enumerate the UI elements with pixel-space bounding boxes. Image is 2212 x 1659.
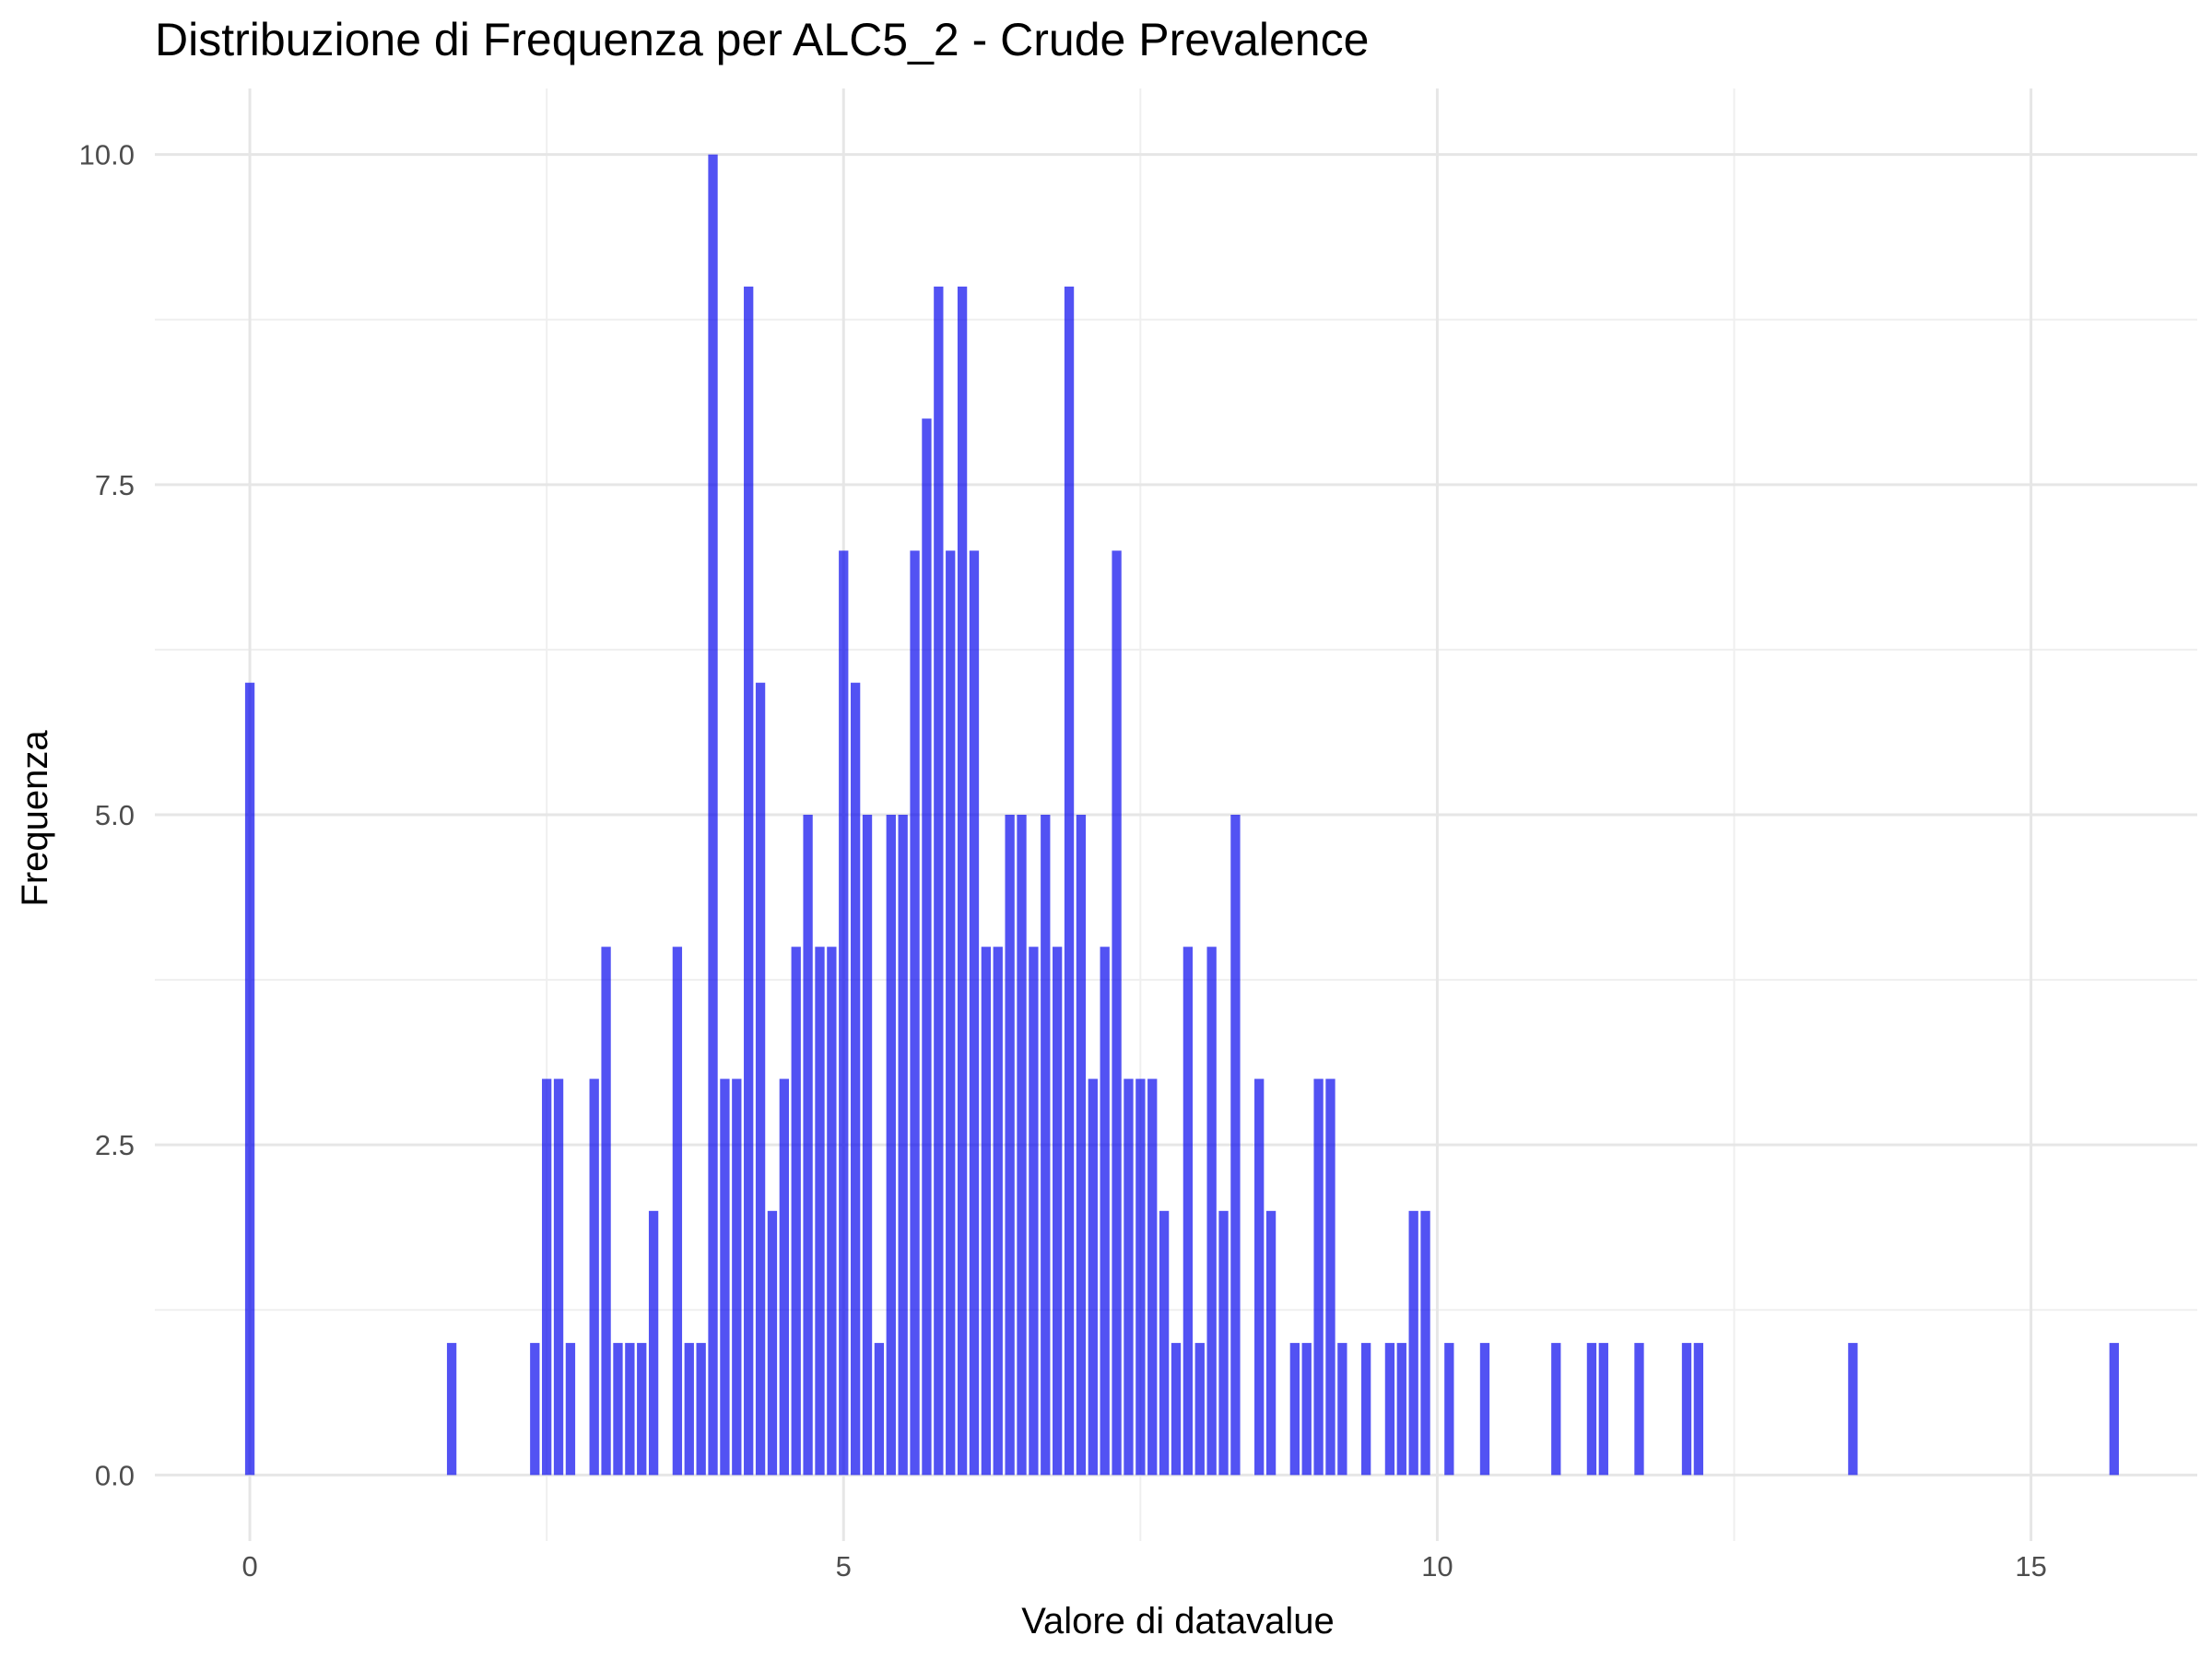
x-tick-label: 15 xyxy=(2015,1550,2046,1583)
bar xyxy=(1396,1343,1406,1476)
x-axis-label: Valore di datavalue xyxy=(1021,1601,1335,1641)
y-tick-label: 5.0 xyxy=(95,799,135,831)
bar xyxy=(1100,947,1110,1476)
bar xyxy=(625,1343,635,1476)
chart-title: Distribuzione di Frequenza per ALC5_2 - … xyxy=(155,14,1369,65)
y-tick-labels: 0.0 2.5 5.0 7.5 10.0 xyxy=(79,139,135,1492)
bar xyxy=(1112,550,1122,1476)
bar xyxy=(946,550,956,1476)
bar xyxy=(1586,1343,1597,1476)
bar xyxy=(1124,1078,1134,1476)
bar xyxy=(1041,815,1051,1476)
bar xyxy=(934,286,944,1476)
bar xyxy=(1444,1343,1454,1476)
bar xyxy=(1206,947,1217,1476)
y-tick-label: 0.0 xyxy=(95,1459,135,1491)
bar xyxy=(589,1078,599,1476)
bar xyxy=(530,1343,540,1476)
bar xyxy=(446,1343,457,1476)
bar xyxy=(1194,1343,1205,1476)
bar xyxy=(648,1210,659,1476)
bar xyxy=(1360,1343,1371,1476)
bar xyxy=(565,1343,576,1476)
y-tick-label: 2.5 xyxy=(95,1129,135,1161)
bar xyxy=(993,947,1003,1476)
bar xyxy=(1289,1343,1300,1476)
bar xyxy=(1265,1210,1277,1476)
x-tick-label: 10 xyxy=(1421,1550,1453,1583)
bar xyxy=(791,947,801,1476)
bar xyxy=(2109,1343,2119,1476)
bar xyxy=(874,1343,885,1476)
bar xyxy=(850,682,861,1476)
bar xyxy=(672,947,683,1476)
bar xyxy=(1301,1343,1312,1476)
major-gridlines xyxy=(155,88,2197,1541)
y-axis-label: Frequenza xyxy=(15,730,55,907)
bar xyxy=(1147,1078,1158,1476)
bar xyxy=(981,947,992,1476)
bar xyxy=(244,682,255,1476)
bar xyxy=(898,815,908,1476)
bar xyxy=(1681,1343,1692,1476)
bar xyxy=(1254,1078,1265,1476)
bar xyxy=(957,286,968,1476)
bar xyxy=(779,1078,789,1476)
bar xyxy=(1135,1078,1146,1476)
bar xyxy=(922,418,932,1476)
bar xyxy=(886,815,896,1476)
bar xyxy=(767,1210,778,1476)
bar xyxy=(708,154,718,1476)
bar xyxy=(1551,1343,1561,1476)
bar xyxy=(1005,815,1015,1476)
bar xyxy=(1230,815,1241,1476)
bar xyxy=(1325,1078,1335,1476)
bar xyxy=(637,1343,647,1476)
y-tick-label: 7.5 xyxy=(95,469,135,501)
bar xyxy=(1029,947,1039,1476)
x-tick-label: 5 xyxy=(836,1550,852,1583)
bar xyxy=(1384,1343,1395,1476)
bar xyxy=(553,1078,564,1476)
bar xyxy=(1634,1343,1644,1476)
bar xyxy=(1693,1343,1704,1476)
bar xyxy=(1598,1343,1608,1476)
y-tick-label: 10.0 xyxy=(79,139,135,171)
bar xyxy=(1171,1343,1182,1476)
bar xyxy=(601,947,611,1476)
bar xyxy=(1420,1210,1430,1476)
bar xyxy=(1218,1210,1229,1476)
bar xyxy=(1182,947,1194,1476)
bar xyxy=(755,682,766,1476)
bar xyxy=(969,550,980,1476)
bar xyxy=(1088,1078,1098,1476)
bar xyxy=(910,550,920,1476)
bars xyxy=(244,154,2119,1476)
bar xyxy=(542,1078,552,1476)
bar xyxy=(827,947,837,1476)
bar xyxy=(1159,1210,1170,1476)
bar xyxy=(839,550,849,1476)
bar xyxy=(1408,1210,1418,1476)
bar xyxy=(684,1343,694,1476)
bar xyxy=(803,815,813,1476)
bar xyxy=(1053,947,1063,1476)
bar xyxy=(1064,286,1075,1476)
bar xyxy=(1848,1343,1858,1476)
bar xyxy=(1337,1343,1347,1476)
x-tick-labels: 0 5 10 15 xyxy=(241,1550,2046,1583)
bar xyxy=(732,1078,742,1476)
bar xyxy=(744,286,754,1476)
bar xyxy=(1076,815,1087,1476)
bar xyxy=(720,1078,730,1476)
bar xyxy=(1479,1343,1490,1476)
bar xyxy=(1313,1078,1324,1476)
bar xyxy=(613,1343,623,1476)
bar xyxy=(862,815,873,1476)
x-tick-label: 0 xyxy=(241,1550,257,1583)
bar xyxy=(696,1343,706,1476)
bar xyxy=(1017,815,1027,1476)
bar xyxy=(815,947,825,1476)
